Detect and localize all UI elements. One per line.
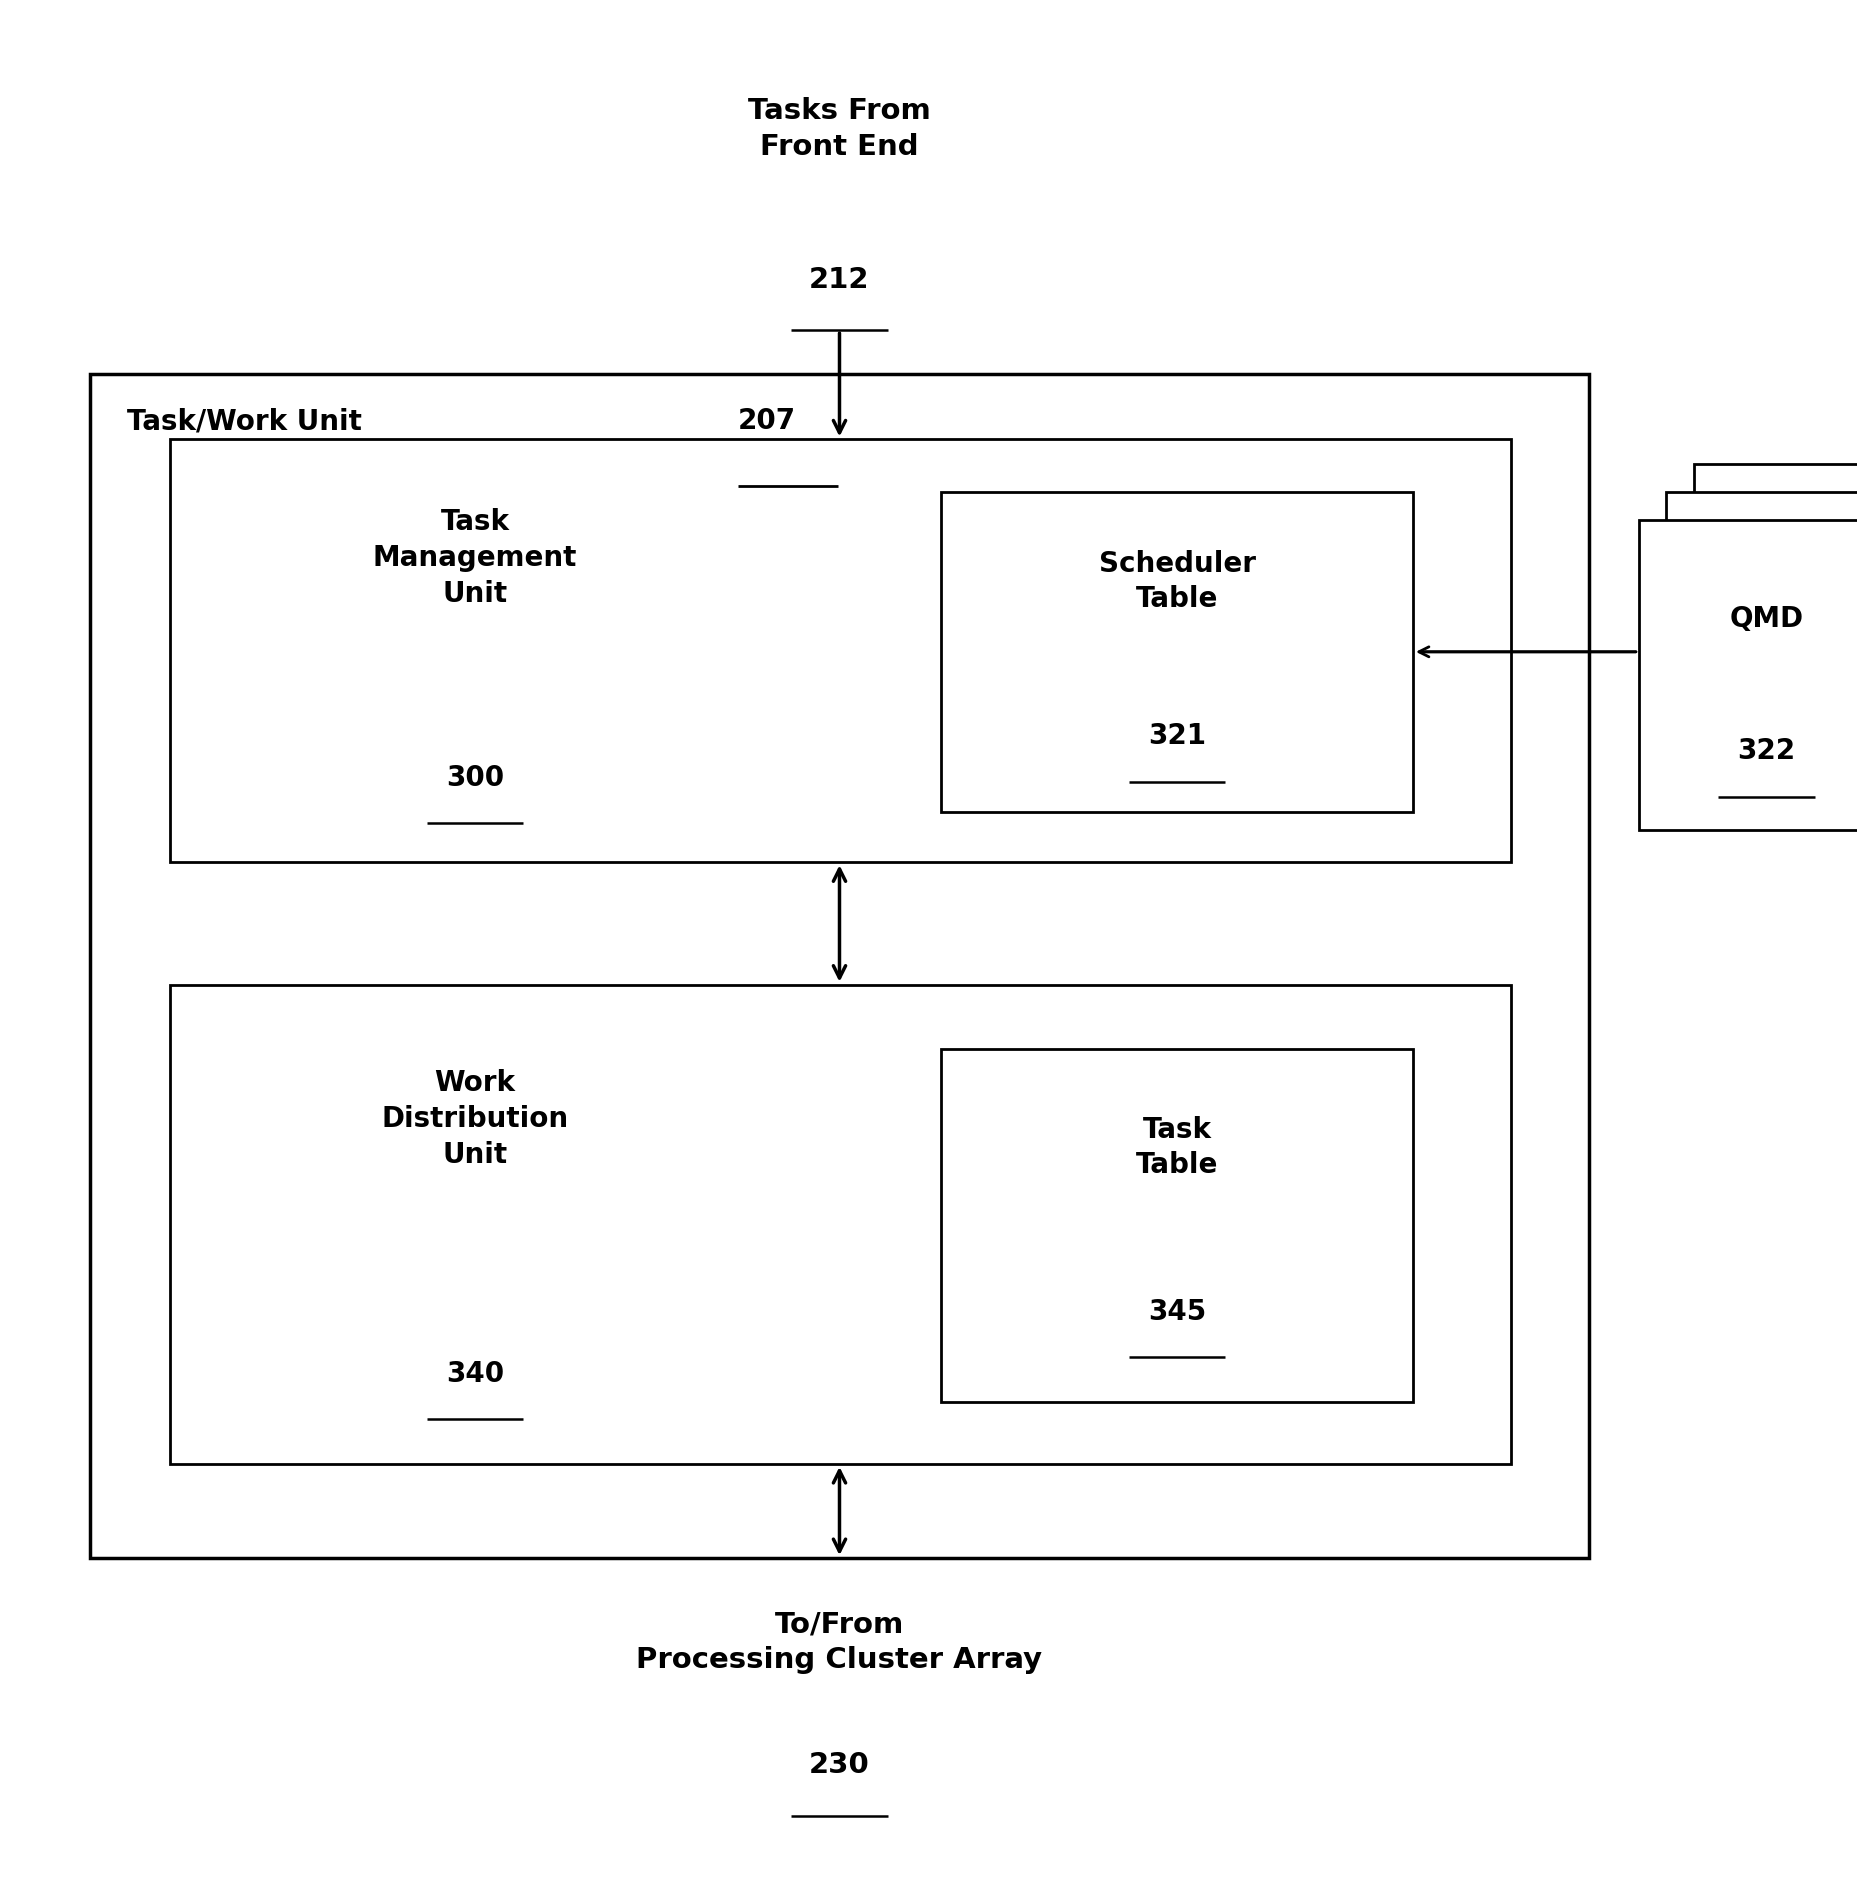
Text: 212: 212 — [809, 265, 870, 294]
Text: Task
Management
Unit: Task Management Unit — [373, 508, 578, 608]
Text: 321: 321 — [1148, 722, 1206, 750]
FancyBboxPatch shape — [1666, 492, 1864, 803]
Text: Scheduler
Table: Scheduler Table — [1098, 549, 1256, 614]
Text: Tasks From
Front End: Tasks From Front End — [747, 97, 930, 161]
FancyBboxPatch shape — [170, 985, 1512, 1464]
FancyBboxPatch shape — [941, 492, 1413, 813]
Text: 322: 322 — [1737, 737, 1795, 765]
FancyBboxPatch shape — [1694, 464, 1864, 775]
FancyBboxPatch shape — [941, 1049, 1413, 1402]
Text: Task
Table: Task Table — [1135, 1116, 1219, 1180]
Text: 207: 207 — [738, 407, 796, 436]
FancyBboxPatch shape — [89, 373, 1588, 1559]
Text: To/From
Processing Cluster Array: To/From Processing Cluster Array — [636, 1610, 1042, 1674]
Text: 230: 230 — [809, 1750, 870, 1778]
Text: 340: 340 — [445, 1360, 503, 1388]
Text: Work
Distribution
Unit: Work Distribution Unit — [382, 1068, 569, 1169]
Text: Task/Work Unit: Task/Work Unit — [127, 407, 371, 436]
Text: QMD: QMD — [1730, 606, 1804, 633]
FancyBboxPatch shape — [170, 439, 1512, 862]
Text: 300: 300 — [445, 763, 503, 792]
FancyBboxPatch shape — [1638, 521, 1864, 830]
Text: 345: 345 — [1148, 1297, 1206, 1326]
